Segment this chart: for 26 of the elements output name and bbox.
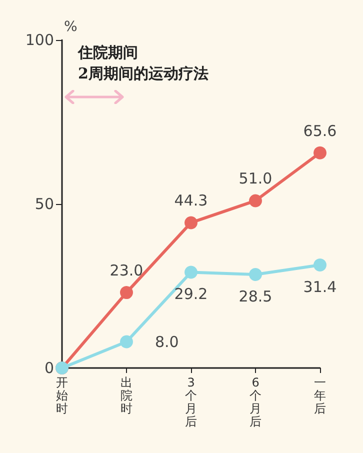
y-tick-label: 50 [34, 195, 54, 213]
data-label: 51.0 [238, 170, 272, 188]
y-tick-label: 0 [44, 359, 54, 377]
y-tick-label: 100 [25, 31, 54, 49]
point [249, 268, 262, 282]
x-tick-label: 一年后 [314, 376, 326, 416]
x-tick-label: 6个月后 [250, 376, 262, 428]
data-label: 31.4 [303, 278, 337, 296]
x-tick-label: 3个月后 [185, 376, 197, 428]
annotation: 住院期间 2周期间的运动疗法 [77, 44, 208, 82]
point [314, 146, 326, 160]
point [184, 216, 198, 230]
data-label: 65.6 [303, 122, 337, 140]
point [120, 335, 133, 348]
x-tick-label: 开始时 [56, 376, 68, 416]
point [249, 194, 262, 208]
point [314, 258, 326, 272]
data-label: 8.0 [155, 332, 179, 351]
data-label: 29.2 [174, 285, 208, 304]
point [120, 286, 133, 300]
point [184, 266, 198, 279]
x-tick-label: 出院时 [120, 376, 132, 416]
data-label: 44.3 [174, 192, 208, 210]
data-label: 28.5 [238, 288, 272, 306]
data-label: 23.0 [110, 262, 144, 280]
y-axis-title: % [64, 19, 78, 35]
